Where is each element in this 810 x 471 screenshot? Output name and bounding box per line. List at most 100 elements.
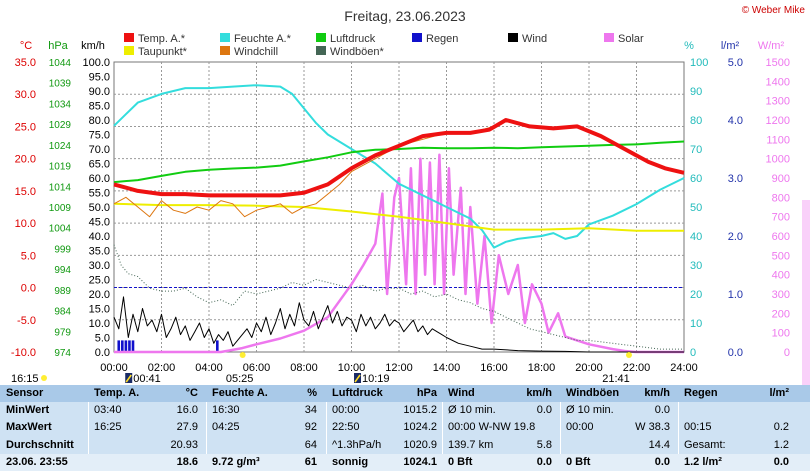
humidity-unit-label: % [684, 40, 694, 52]
wind-tick-label: 15.0 [89, 304, 110, 316]
series-line-temp-a [113, 118, 685, 198]
wind-tick-label: 100.0 [82, 57, 110, 69]
table-cell: Windböen [566, 387, 620, 399]
temp-tick-label: 30.0 [15, 89, 36, 101]
solar-tick-label: 400 [772, 270, 790, 282]
table-cell: 16:25 [94, 421, 122, 434]
wind-tick-label: 0.0 [95, 347, 110, 359]
table-cell: 5.8 [536, 438, 552, 451]
legend-label: Windböen* [330, 46, 385, 58]
table-cell: Wind [448, 387, 475, 399]
table-cell: 14.4 [648, 438, 670, 451]
table-cell: Regen [684, 387, 718, 399]
pressure-tick-label: 1009 [49, 203, 72, 214]
table-cell: 1015.2 [403, 404, 437, 417]
sunrise-marker [239, 352, 246, 358]
table-cell: 1.2 l/m² [684, 455, 722, 468]
solar-tick-label: 1000 [766, 154, 790, 166]
legend-swatch [316, 46, 326, 55]
temp-unit-label: °C [20, 40, 32, 52]
pressure-tick-label: 979 [54, 327, 71, 338]
rain-tick-label: 5.0 [728, 57, 743, 69]
weather-chart: Freitag, 23.06.2023 © Weber Mike Temp. A… [11, 5, 810, 385]
pressure-tick-label: 974 [54, 348, 71, 359]
solar-tick-label: 1400 [766, 76, 790, 88]
temp-tick-label: 0.0 [21, 283, 36, 295]
legend-swatch [124, 33, 134, 42]
table-cell: 22:50 [332, 421, 360, 434]
table-divider [88, 385, 89, 471]
table-cell: 139.7 km [448, 438, 494, 451]
table-cell: 00:15 [684, 421, 712, 434]
series-line-windb-en [113, 244, 684, 350]
series-line-feuchte-a [113, 84, 685, 249]
table-cell: 04:25 [212, 421, 240, 434]
wind-tick-label: 85.0 [89, 101, 110, 113]
legend-swatch [412, 33, 422, 42]
table-row: 23.06. 23:55 18.6 9.72 g/m³ 61 sonnig 1024.1 0… [0, 453, 810, 471]
rain-tick-label: 0.0 [728, 347, 743, 359]
wind-tick-label: 40.0 [89, 231, 110, 243]
dawn-icon-stroke [125, 374, 132, 383]
table-cell: 0.2 [773, 421, 789, 434]
x-tick-label: 24:00 [670, 362, 698, 374]
solar-tick-label: 800 [772, 192, 790, 204]
table-cell: 0.0 [654, 404, 670, 417]
table-cell: km/h [644, 387, 670, 399]
pressure-tick-label: 984 [54, 307, 71, 318]
pressure-tick-label: 999 [54, 244, 71, 255]
legend-swatch [508, 33, 518, 42]
table-cell: °C [185, 387, 198, 399]
table-cell: 20.93 [170, 438, 198, 451]
legend-label: Temp. A.* [138, 33, 186, 45]
rain-tick-label: 3.0 [728, 173, 743, 185]
solar-tick-label: 0 [784, 347, 790, 359]
wind-tick-label: 45.0 [89, 217, 110, 229]
table-cell: 64 [304, 438, 317, 451]
series-line-wind [113, 296, 684, 353]
table-cell: % [307, 387, 317, 399]
table-row: MinWert 03:40 16.0 16:30 34 00:00 1015.2 Ø 10 m… [0, 402, 810, 419]
x-tick-label: 00:00 [100, 362, 128, 374]
wind-tick-label: 35.0 [89, 246, 110, 258]
moonrise-label: 10:19 [362, 373, 390, 385]
table-cell: W 38.3 [635, 421, 670, 434]
pressure-tick-label: 989 [54, 286, 71, 297]
rain-unit-label: l/m² [721, 40, 740, 52]
wind-tick-label: 75.0 [89, 130, 110, 142]
temp-tick-label: 20.0 [15, 154, 36, 166]
solar-tick-label: 700 [772, 212, 790, 224]
table-cell: Gesamt: [684, 438, 726, 451]
pressure-tick-label: 1004 [49, 224, 72, 235]
x-tick-label: 02:00 [148, 362, 176, 374]
sun-times: 00:41 10:19 05:25 21:41 16:15 [11, 352, 632, 385]
pressure-tick-label: 1029 [49, 120, 72, 131]
temp-tick-label: 25.0 [15, 121, 36, 133]
humidity-tick-label: 30 [690, 260, 702, 272]
table-cell: 9.72 g/m³ [212, 455, 260, 468]
wind-unit-label: km/h [81, 40, 105, 52]
table-row: MaxWert 16:25 27.9 04:25 92 22:50 1024.2 00:00 … [0, 419, 810, 436]
x-tick-label: 22:00 [623, 362, 651, 374]
humidity-tick-label: 20 [690, 289, 702, 301]
legend-swatch [604, 33, 614, 42]
series-line-luftdruck [113, 140, 685, 184]
table-cell: Sensor [6, 387, 44, 399]
table-cell: 27.9 [176, 421, 198, 434]
table-cell: Temp. A. [94, 387, 140, 399]
pressure-tick-label: 1039 [49, 79, 72, 90]
table-divider [326, 385, 327, 471]
solar-tick-label: 300 [772, 289, 790, 301]
moonrise-icon-stroke [354, 374, 361, 383]
solar-tick-label: 1100 [766, 134, 790, 146]
legend-label: Regen [426, 33, 458, 45]
table-cell: 1.2 [773, 438, 789, 451]
table-cell: Ø 10 min. [448, 404, 496, 417]
table-cell: 0.0 [654, 455, 670, 468]
sunrise-label: 05:25 [226, 373, 254, 385]
rain-bar [128, 340, 131, 352]
series-line-taupunkt [113, 202, 684, 232]
table-divider [560, 385, 561, 471]
table-cell: 23.06. 23:55 [6, 455, 68, 468]
humidity-tick-label: 40 [690, 231, 702, 243]
